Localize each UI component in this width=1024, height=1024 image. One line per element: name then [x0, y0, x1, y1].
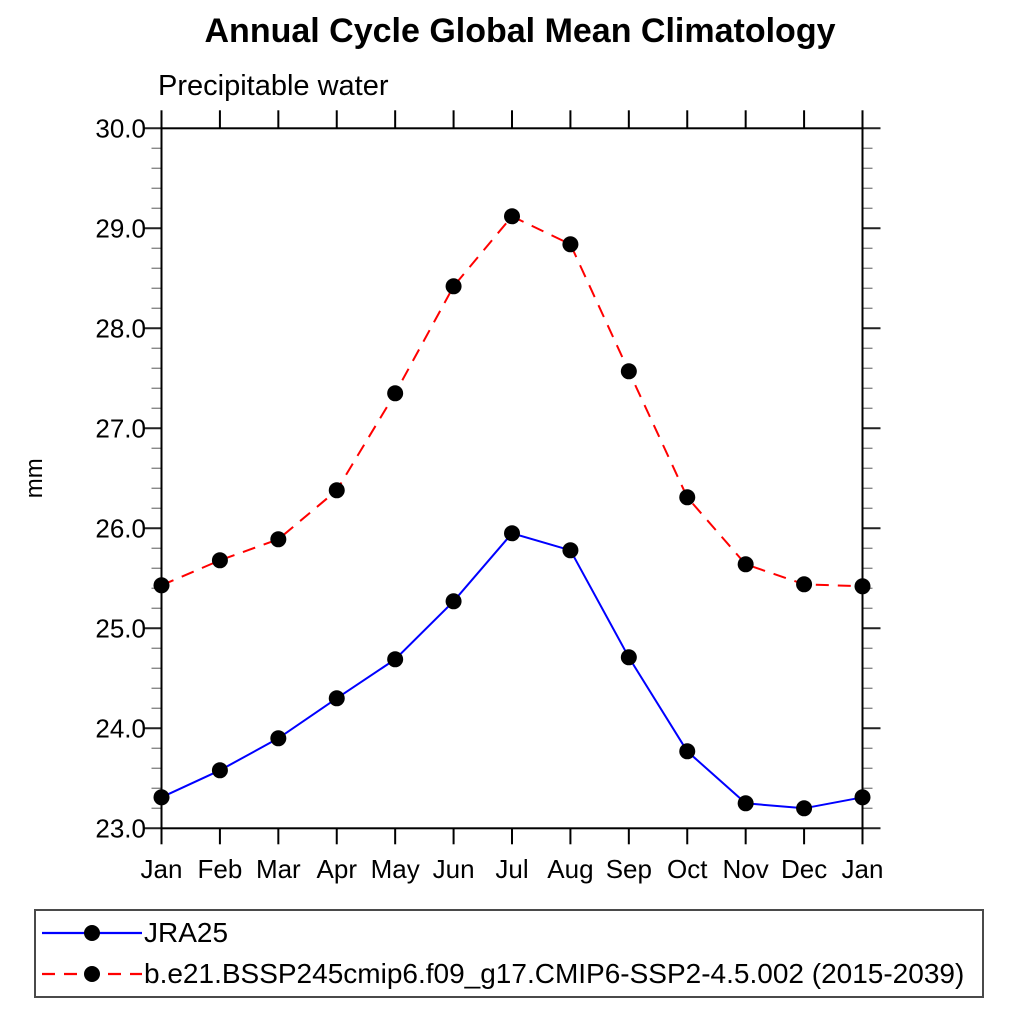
y-tick-label: 27.0 — [95, 413, 146, 443]
x-tick-label: Jul — [495, 854, 528, 884]
data-point — [211, 552, 228, 569]
x-tick-label: Dec — [781, 854, 827, 884]
series-0 — [153, 525, 871, 817]
data-point — [620, 363, 637, 380]
data-point — [153, 789, 170, 806]
data-point — [445, 278, 462, 295]
x-tick-label: Apr — [317, 854, 358, 884]
data-point — [620, 649, 637, 666]
data-point — [562, 236, 579, 253]
series-1 — [153, 208, 871, 595]
x-tick-label: Jan — [842, 854, 884, 884]
x-tick-label: Feb — [198, 854, 243, 884]
data-point — [679, 743, 696, 760]
data-point — [562, 542, 579, 559]
data-point — [387, 385, 404, 402]
y-tick-label: 29.0 — [95, 213, 146, 243]
legend-entry-jra25: JRA25 — [36, 913, 982, 954]
data-point — [153, 577, 170, 594]
data-point — [328, 482, 345, 499]
data-point — [679, 489, 696, 506]
legend-box: JRA25 b.e21.BSSP245cmip6.f09_g17.CMIP6-S… — [34, 909, 984, 998]
y-tick-label: 30.0 — [95, 113, 146, 143]
data-point — [445, 593, 462, 610]
x-tick-label: Jan — [141, 854, 183, 884]
data-point — [737, 556, 754, 573]
data-point — [211, 762, 228, 779]
x-tick-label: May — [371, 854, 420, 884]
chart-subtitle: Precipitable water — [158, 70, 389, 102]
legend-label-jra25: JRA25 — [144, 917, 229, 949]
y-axis: 23.0 24.0 25.0 26.0 27.0 28.0 29.0 30.0 mm — [21, 113, 881, 843]
data-point — [504, 525, 520, 542]
data-point — [270, 531, 287, 548]
data-point — [737, 795, 754, 812]
x-tick-label: Jun — [433, 854, 475, 884]
data-point — [854, 578, 871, 595]
legend-line-swatch-1 — [42, 965, 142, 982]
data-point — [328, 690, 345, 707]
x-tick-label: Sep — [606, 854, 652, 884]
x-axis: Jan Feb Mar Apr May Jun Jul Aug Sep Oct Nov Dec Jan — [141, 110, 884, 884]
x-tick-label: Nov — [723, 854, 769, 884]
y-axis-title: mm — [21, 458, 48, 498]
y-tick-label: 25.0 — [95, 613, 146, 643]
plot-frame — [160, 127, 864, 830]
data-point — [854, 789, 871, 806]
data-point — [387, 651, 404, 668]
data-point — [504, 208, 520, 225]
data-point — [796, 576, 813, 593]
x-tick-label: Oct — [667, 854, 708, 884]
y-tick-label: 26.0 — [95, 513, 146, 543]
series-line-0 — [161, 532, 863, 810]
data-point — [796, 800, 813, 817]
y-tick-label: 23.0 — [95, 813, 146, 843]
y-tick-label: 24.0 — [95, 713, 146, 743]
x-tick-label: Mar — [256, 854, 301, 884]
x-tick-label: Aug — [547, 854, 593, 884]
chart-title: Annual Cycle Global Mean Climatology — [204, 12, 836, 50]
y-tick-label: 28.0 — [95, 313, 146, 343]
legend-label-model: b.e21.BSSP245cmip6.f09_g17.CMIP6-SSP2-4.… — [144, 957, 965, 989]
data-point — [270, 730, 287, 747]
legend-entry-model: b.e21.BSSP245cmip6.f09_g17.CMIP6-SSP2-4.… — [36, 954, 982, 995]
legend-line-swatch-0 — [42, 925, 142, 942]
